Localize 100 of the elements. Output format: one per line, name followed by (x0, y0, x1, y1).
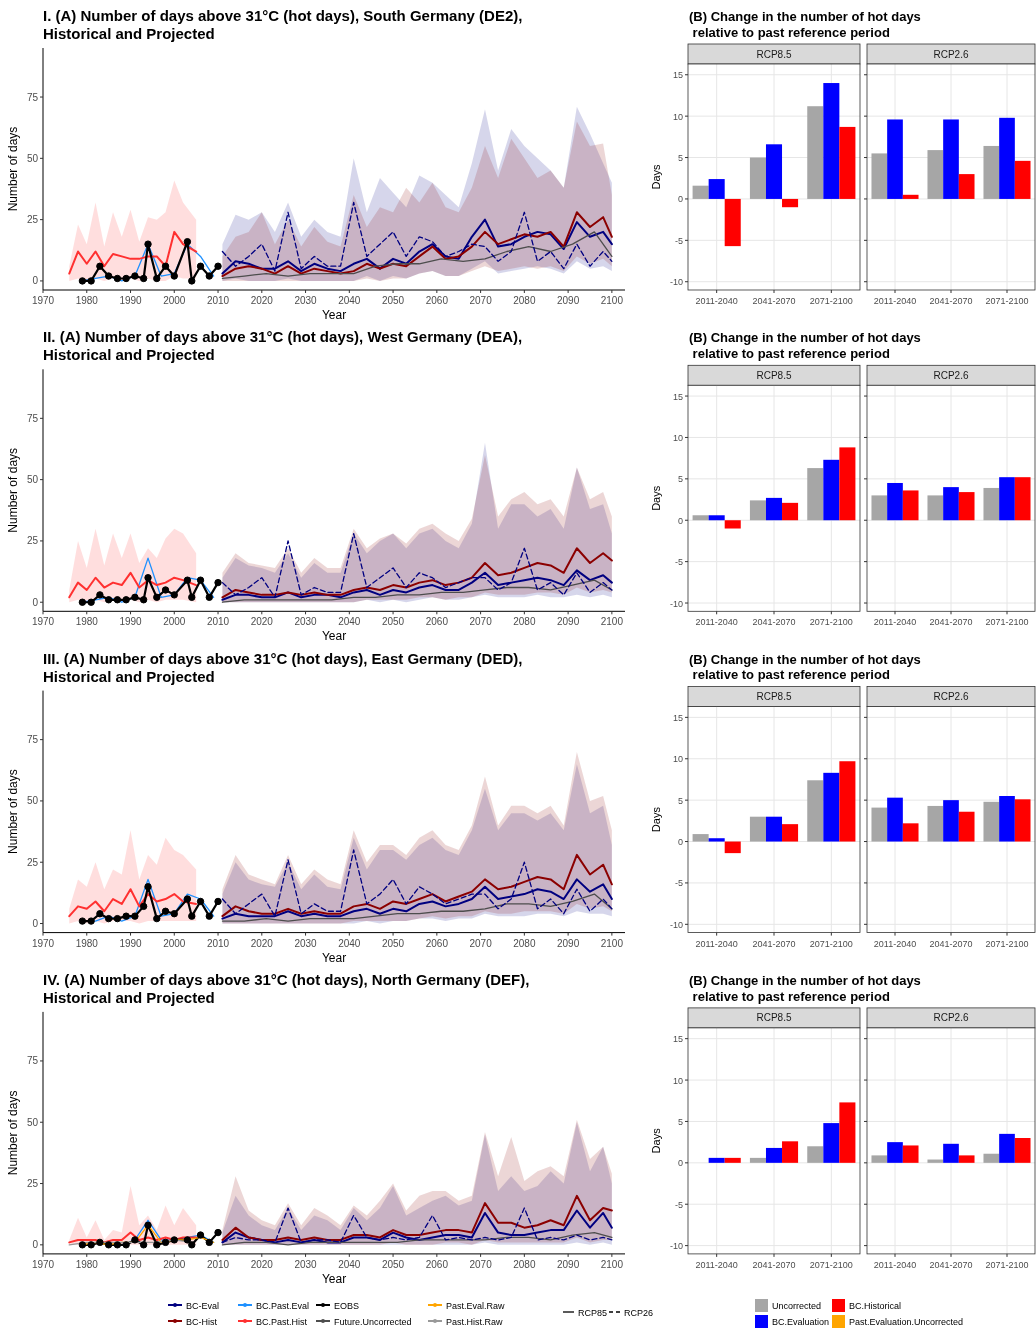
line-series (221, 231, 613, 280)
point (96, 1238, 104, 1247)
point (139, 596, 148, 604)
y-tick-label: -10 (669, 598, 683, 609)
legend-label: Past.Hist.Raw (446, 1316, 504, 1327)
x-tick-label: 2041-2070 (752, 938, 796, 949)
chart-title: III. (A) Number of days above 31°C (hot days), East Germany (DED), Historical and Projected (43, 649, 523, 685)
point (78, 1241, 87, 1249)
bar (765, 816, 783, 842)
y-axis-title: Days (650, 806, 662, 833)
x-tick-label: 1990 (119, 295, 143, 306)
point (153, 274, 161, 283)
x-tick-label: 2041-2070 (752, 617, 796, 628)
y-tick-label: 5 (677, 153, 683, 164)
x-tick-label: 2000 (163, 1258, 186, 1270)
bar (708, 179, 725, 199)
bar (708, 838, 725, 842)
bar (887, 119, 903, 199)
x-tick-label: 2071-2100 (985, 617, 1029, 628)
y-tick-label: -5 (674, 1199, 683, 1210)
chart-subtitle: RCP2.6 (933, 691, 969, 703)
line-series (221, 1231, 613, 1246)
y-tick-label: 10 (672, 432, 683, 443)
bar (749, 157, 766, 199)
point (131, 912, 139, 920)
bar (765, 497, 783, 521)
x-tick-label: 2041-2070 (929, 938, 973, 949)
y-tick-label: 25 (26, 535, 39, 547)
legend-label: BC-Eval (186, 1300, 220, 1311)
point (188, 1241, 196, 1249)
x-tick-label: 2100 (600, 1258, 624, 1270)
legend-label: BC.Past.Hist (256, 1316, 308, 1327)
x-tick-label: 2010 (206, 1258, 230, 1270)
chart-subtitle: RCP2.6 (933, 369, 969, 381)
x-tick-label: 2080 (513, 616, 536, 628)
x-tick-label: 2011-2040 (873, 296, 917, 306)
x-tick-label: 1990 (119, 937, 143, 949)
x-axis-title: Year (321, 308, 347, 322)
y-tick-label: 0 (677, 1158, 683, 1169)
x-axis-title: Year (321, 950, 347, 965)
point (205, 593, 213, 602)
x-tick-label: 2060 (425, 295, 449, 306)
y-tick-label: 10 (672, 1075, 683, 1086)
point (139, 274, 148, 283)
y-tick-label: 15 (672, 712, 683, 723)
point (131, 272, 139, 280)
y-tick-label: 50 (26, 474, 39, 486)
point (113, 914, 122, 923)
legend-label: EOBS (334, 1300, 360, 1311)
point (122, 596, 130, 604)
point (139, 1241, 148, 1249)
line-series (68, 230, 198, 275)
x-tick-label: 2000 (163, 616, 186, 628)
point (214, 578, 222, 587)
y-tick-label: 25 (26, 856, 39, 868)
x-tick-label: 1980 (75, 937, 99, 949)
y-axis-title: Days (650, 163, 662, 190)
point (183, 576, 192, 584)
bar (902, 823, 919, 842)
point (188, 277, 196, 285)
point (170, 1236, 178, 1244)
y-axis-title: Number of days (6, 126, 20, 212)
x-tick-label: 1990 (119, 616, 143, 628)
legend-label: BC.Past.Eval (256, 1300, 310, 1311)
point (170, 910, 178, 918)
x-tick-label: 2100 (600, 616, 624, 628)
bar (708, 1157, 725, 1163)
x-tick-label: 2011-2040 (695, 617, 738, 628)
x-tick-label: 1980 (75, 295, 99, 306)
bar (724, 1157, 741, 1163)
y-axis-title: Number of days (6, 1090, 20, 1176)
x-tick-label: 2071-2100 (809, 1259, 853, 1270)
y-axis-title: Days (650, 1127, 662, 1154)
bar (927, 805, 944, 842)
bar (1014, 799, 1031, 842)
point (96, 591, 104, 599)
x-tick-label: 2040 (338, 1258, 361, 1270)
bar (749, 1157, 766, 1163)
x-tick-label: 2020 (250, 937, 274, 949)
text: RCP26 (624, 1307, 654, 1318)
bar (927, 1159, 944, 1163)
bar (887, 1142, 903, 1163)
bar (823, 1123, 840, 1163)
bar (871, 495, 888, 521)
y-tick-label: 0 (32, 918, 39, 930)
y-tick-label: -5 (674, 878, 683, 889)
bar (807, 1146, 824, 1163)
bar (1014, 1138, 1031, 1163)
x-tick-label: 2071-2100 (985, 296, 1029, 306)
bar (807, 780, 824, 842)
point (205, 912, 213, 920)
bar (958, 174, 975, 199)
x-tick-label: 2011-2040 (695, 1259, 738, 1270)
bar (902, 490, 919, 521)
bar (999, 796, 1015, 842)
x-tick-label: 2010 (206, 295, 230, 306)
bar (999, 117, 1015, 199)
x-tick-label: 2020 (250, 616, 274, 628)
bar (871, 1155, 888, 1163)
y-axis-title: Number of days (6, 447, 20, 533)
